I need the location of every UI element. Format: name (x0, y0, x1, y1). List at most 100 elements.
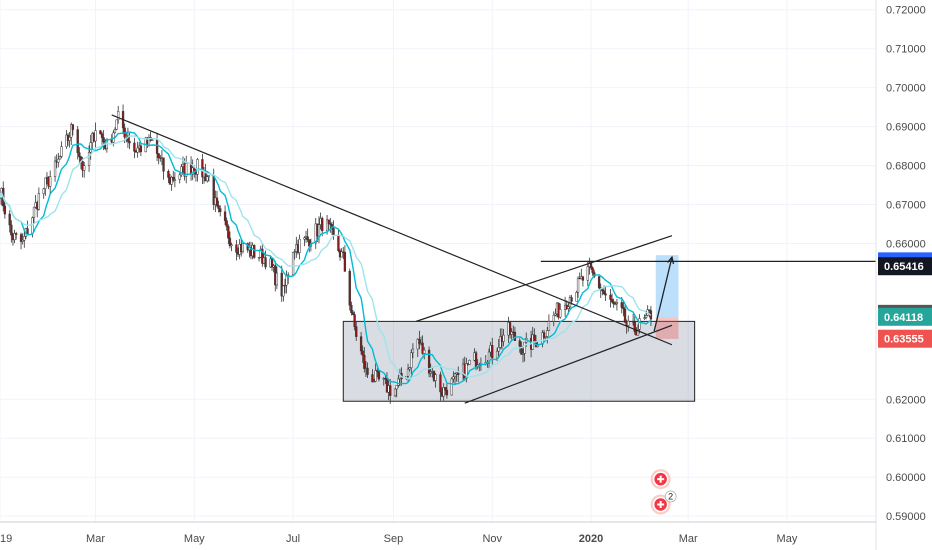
candle (44, 177, 47, 196)
candle (180, 164, 183, 178)
time-axis[interactable]: 2019 Mar May Jul Sep Nov 2020 Mar May (0, 533, 798, 545)
candle (170, 175, 173, 191)
candle (185, 155, 188, 184)
price-badge: 0.64118 (878, 307, 932, 326)
x-tick-label: Sep (384, 533, 404, 545)
candle (0, 195, 2, 205)
candle (227, 224, 230, 245)
candle (631, 314, 635, 326)
candle (303, 236, 306, 247)
candle (49, 170, 52, 195)
event-flag-icon[interactable]: 2 (650, 490, 677, 515)
candle (601, 288, 604, 296)
candle (643, 314, 646, 320)
candle (612, 298, 615, 308)
candle (173, 172, 177, 188)
candle (99, 130, 102, 135)
candle (87, 145, 91, 172)
candle (207, 175, 211, 182)
candle (223, 205, 227, 226)
svg-text:0.64118: 0.64118 (884, 312, 923, 324)
candle (151, 139, 154, 141)
candle (434, 373, 437, 388)
candle (280, 265, 283, 302)
candle (389, 379, 392, 404)
projection-arrow (653, 256, 673, 332)
candle (76, 126, 79, 160)
candle (100, 131, 104, 146)
candle (547, 314, 551, 332)
candle (376, 368, 379, 378)
price-axis[interactable]: 0.72000 0.71000 0.70000 0.69000 0.68000 0.670… (886, 5, 926, 523)
candle (102, 130, 105, 151)
y-tick-label: 0.68000 (886, 161, 926, 173)
candle (228, 231, 232, 249)
candle (638, 314, 641, 334)
y-tick-label: 0.61000 (886, 433, 926, 445)
event-icons[interactable]: 2 (650, 469, 677, 515)
candle (615, 298, 619, 311)
drawings[interactable] (111, 114, 876, 404)
candle (450, 377, 453, 396)
candle (623, 304, 627, 323)
candle (610, 293, 614, 304)
candle (576, 276, 580, 298)
candle (23, 230, 26, 248)
candle (287, 272, 290, 284)
y-tick-label: 0.67000 (886, 200, 926, 212)
y-tick-label: 0.70000 (886, 83, 926, 95)
y-tick-label: 0.72000 (886, 5, 926, 17)
candle (418, 330, 421, 350)
candle (521, 348, 525, 363)
x-tick-label: Nov (482, 533, 502, 545)
candle (591, 266, 594, 276)
y-tick-label: 0.66000 (886, 238, 926, 250)
candle (340, 248, 343, 258)
candle (65, 130, 68, 149)
candle (337, 229, 340, 253)
candle (13, 229, 16, 244)
x-tick-label: Mar (86, 533, 105, 545)
candle (19, 232, 23, 250)
candle (581, 275, 585, 287)
candle (10, 220, 13, 243)
candle (60, 141, 63, 159)
candle (421, 335, 424, 355)
candle (172, 170, 175, 183)
candle (614, 301, 617, 306)
ma-20-line (0, 135, 652, 380)
candle (542, 329, 546, 341)
candle (42, 187, 45, 199)
candle (83, 162, 86, 178)
price-badge: 0.65416 (878, 257, 932, 276)
candle (377, 369, 381, 382)
candle (70, 122, 73, 146)
candle (609, 288, 612, 308)
candle (468, 359, 471, 365)
candle (502, 329, 505, 347)
candle (253, 244, 256, 259)
candle (37, 187, 41, 211)
candle (26, 220, 29, 235)
candle (113, 127, 117, 134)
candle (230, 242, 233, 252)
event-flag-icon[interactable] (650, 469, 671, 490)
candle (139, 142, 143, 157)
candle (351, 310, 355, 316)
x-tick-label: 2020 (579, 533, 603, 545)
x-tick-label: Mar (679, 533, 698, 545)
candle (275, 266, 279, 290)
candle (293, 248, 296, 260)
candle (361, 345, 364, 363)
x-tick-label: Jul (286, 533, 300, 545)
svg-text:0.63555: 0.63555 (884, 334, 924, 346)
channel-lower-line (464, 324, 673, 404)
candle (366, 362, 369, 379)
candle (636, 324, 640, 336)
candle (575, 290, 578, 302)
candle (411, 343, 415, 359)
y-tick-label: 0.60000 (886, 472, 926, 484)
candle (442, 383, 445, 401)
